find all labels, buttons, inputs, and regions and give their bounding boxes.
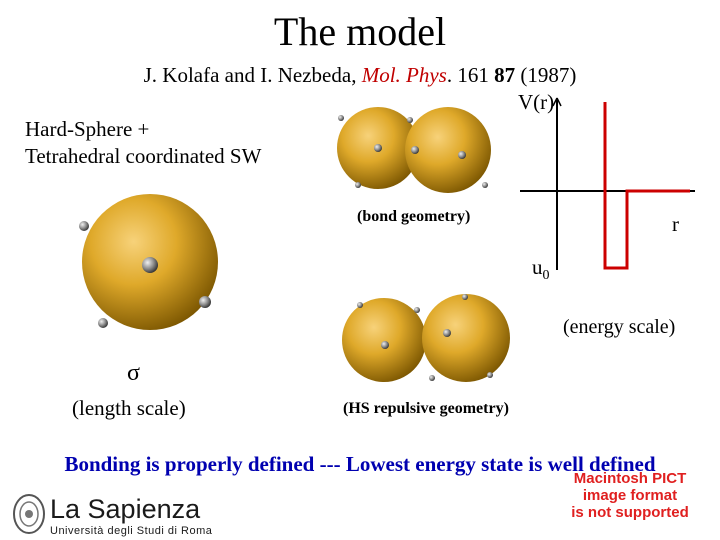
logo-subtitle: Università degli Studi di Roma <box>50 525 213 537</box>
well-depth-subscript: 0 <box>542 268 550 284</box>
reference-journal: Mol. Phys <box>361 63 447 87</box>
single-sphere <box>79 194 218 330</box>
page-title: The model <box>273 9 447 54</box>
energy-scale-label: (energy scale) <box>563 316 676 338</box>
bonded-sphere-pair <box>337 107 491 193</box>
hs-geometry-label: (HS repulsive geometry) <box>343 400 509 417</box>
well-depth-symbol: u <box>532 255 543 279</box>
university-crest <box>13 494 45 534</box>
bond-geometry-label: (bond geometry) <box>357 208 471 225</box>
square-well-curve <box>603 102 690 270</box>
reference-number: 87 <box>494 63 516 87</box>
sigma-label: σ <box>127 360 140 386</box>
well-depth-label: u0 <box>532 255 550 284</box>
pict-message-line2: image format <box>582 487 678 504</box>
logo-name: La Sapienza <box>50 494 201 524</box>
reference-authors: J. Kolafa and I. Nezbeda, <box>143 63 357 87</box>
bonding-patch <box>98 318 108 328</box>
reference-dot: . <box>446 63 453 87</box>
bonding-patch <box>199 296 211 308</box>
potential-axes <box>520 97 695 270</box>
potential-y-label: V(r) <box>518 90 555 114</box>
pict-unsupported-message: Macintosh PICT image format is not suppo… <box>540 470 720 521</box>
reference-year: (1987) <box>520 63 577 87</box>
model-description: Hard-Sphere + Tetrahedral coordinated SW <box>25 116 261 170</box>
pict-message-line3: is not supported <box>571 504 689 521</box>
reference-citation: J. Kolafa and I. Nezbeda, Mol. Phys. 161… <box>0 62 720 88</box>
bonding-patch <box>79 221 89 231</box>
potential-x-label: r <box>672 212 679 236</box>
length-scale-label: (length scale) <box>72 396 186 420</box>
model-description-line2: Tetrahedral coordinated SW <box>25 144 262 168</box>
reference-volume: 161 <box>457 63 489 87</box>
model-description-line1: Hard-Sphere + <box>25 117 150 141</box>
pict-message-line1: Macintosh PICT <box>573 470 687 487</box>
hs-sphere-pair <box>342 294 510 382</box>
bonding-patch <box>142 257 158 273</box>
bottom-statement: Bonding is properly defined --- Lowest e… <box>64 452 656 476</box>
